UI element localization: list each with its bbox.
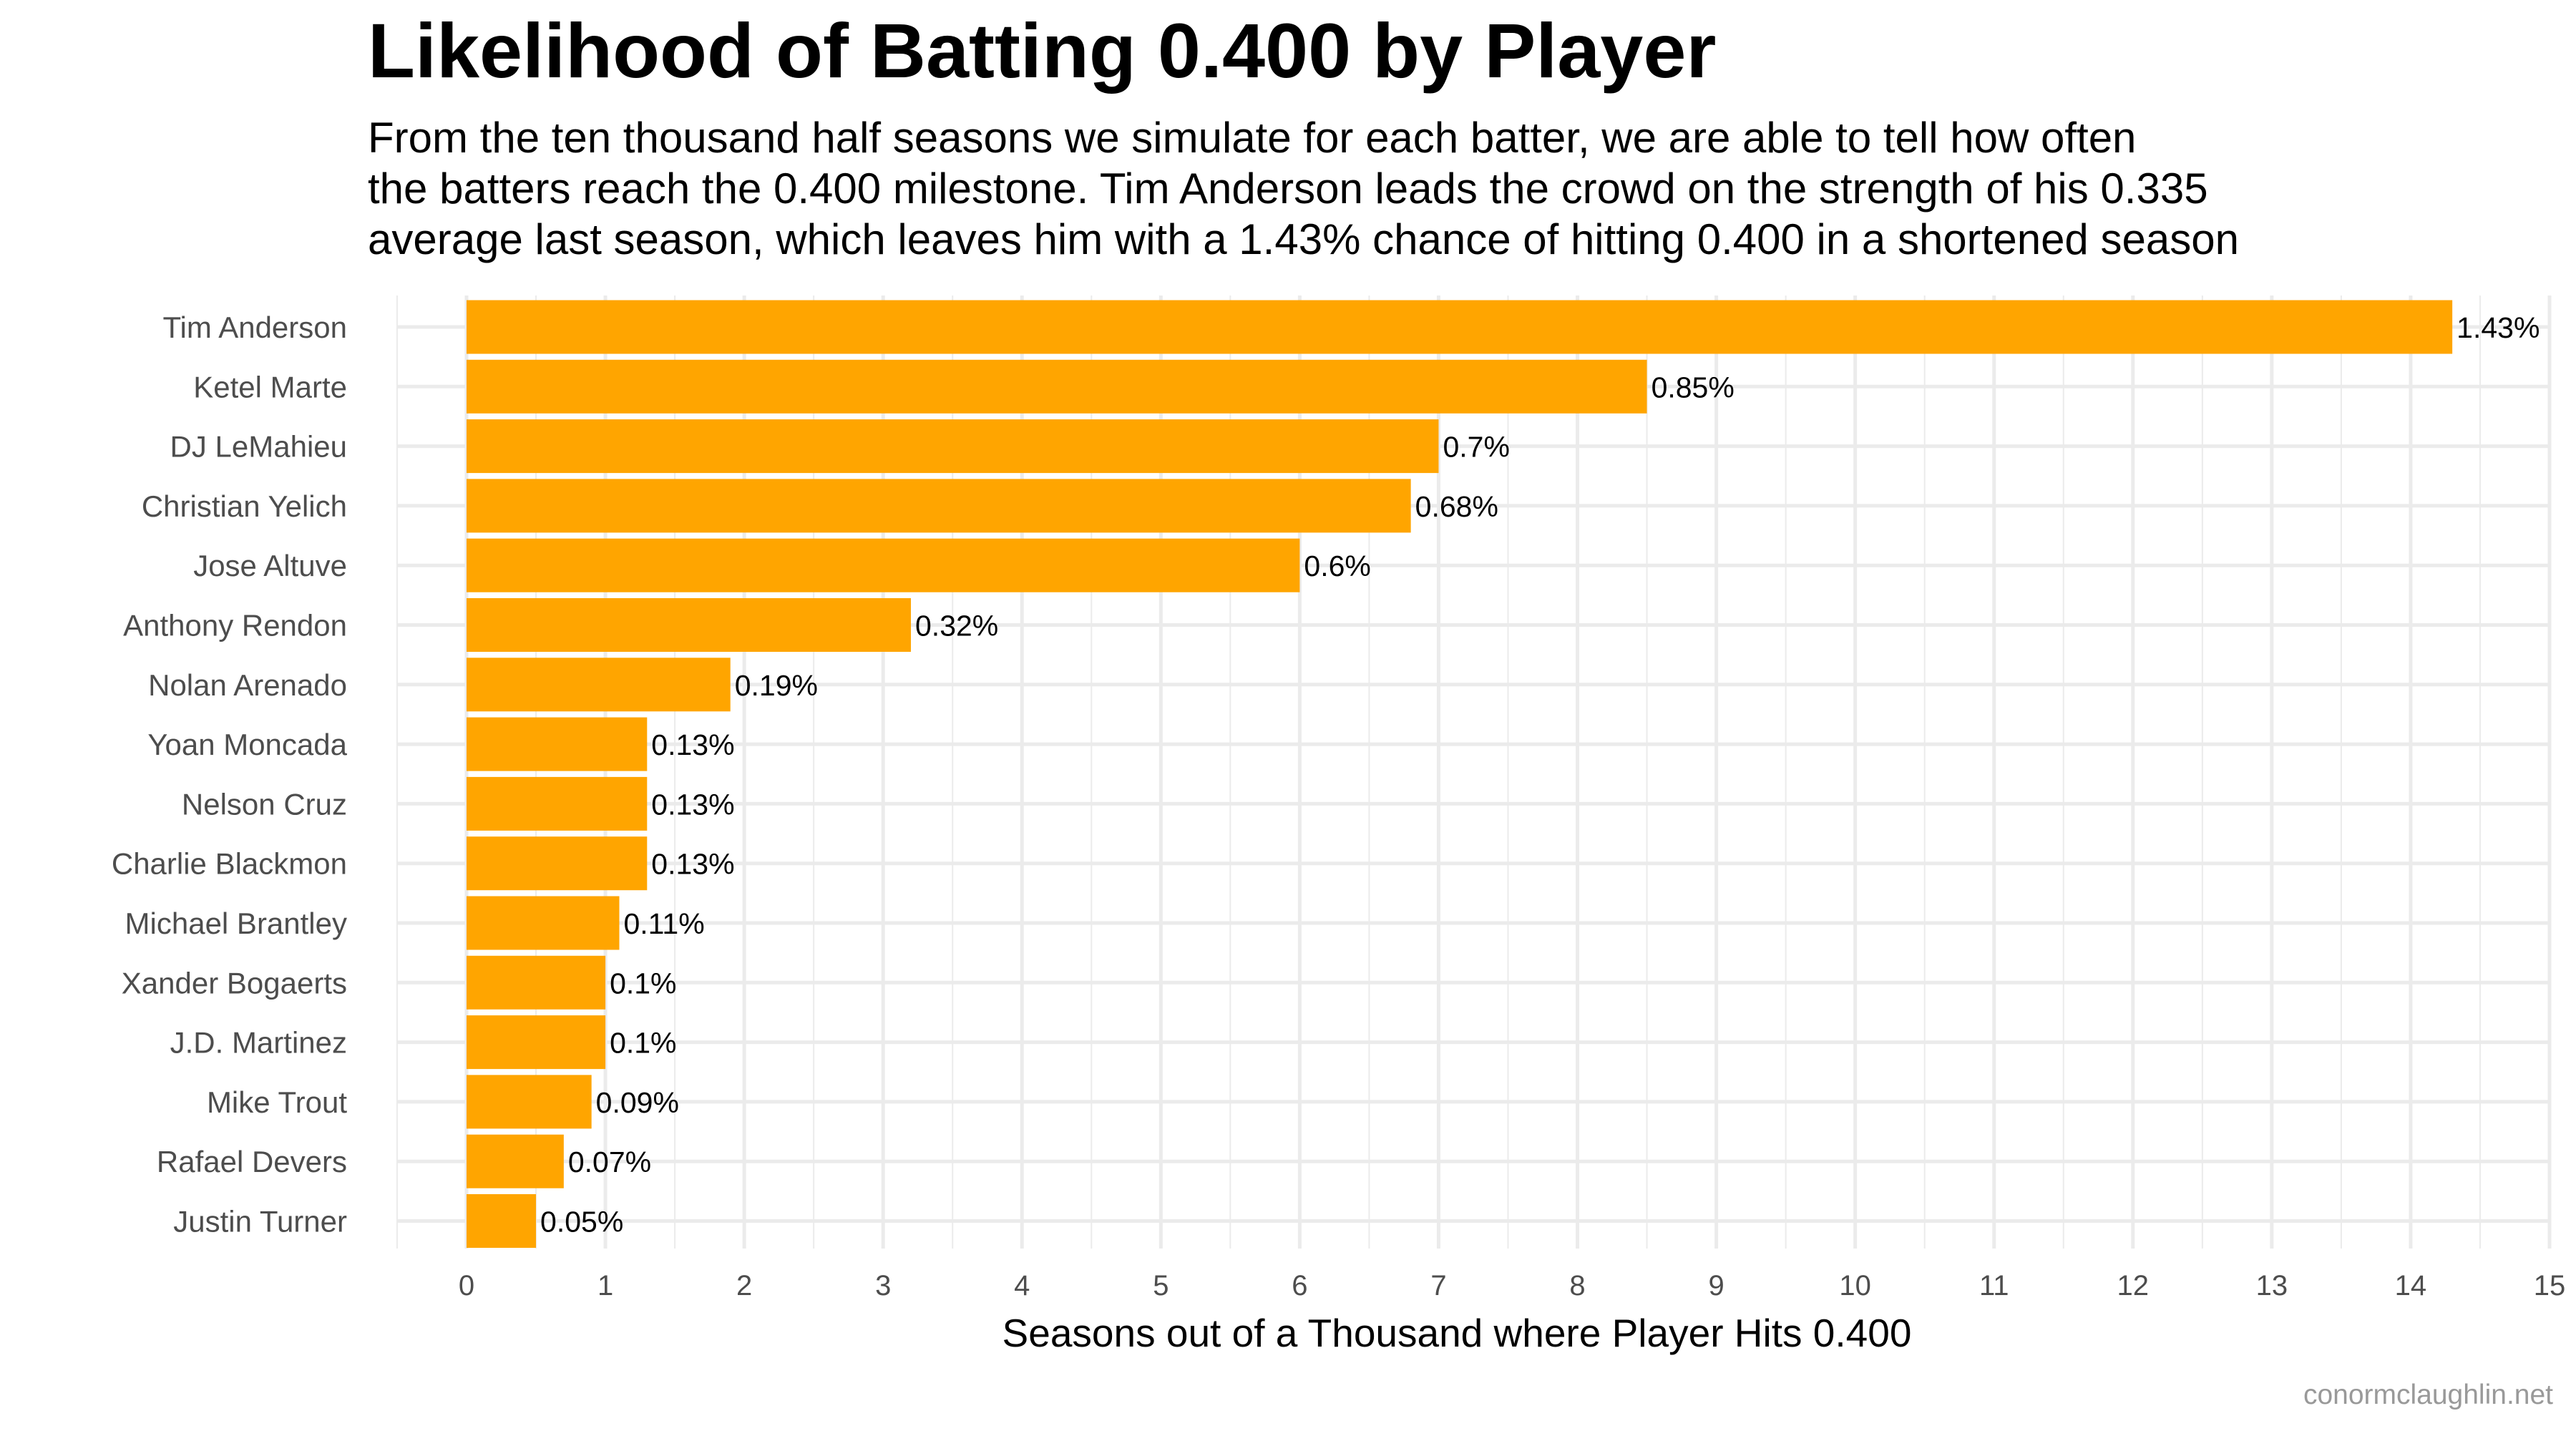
data-label: 0.13% <box>651 788 734 821</box>
data-label: 0.09% <box>596 1086 679 1119</box>
x-tick-label: 0 <box>459 1270 474 1301</box>
x-tick-label: 13 <box>2256 1270 2288 1301</box>
x-tick-label: 15 <box>2534 1270 2566 1301</box>
bar <box>467 359 1647 414</box>
y-tick-label: DJ LeMahieu <box>170 430 347 464</box>
y-tick-label: Rafael Devers <box>157 1145 347 1178</box>
bar <box>467 1015 606 1070</box>
x-tick-label: 4 <box>1014 1270 1030 1301</box>
bar <box>467 1134 564 1188</box>
bar <box>467 538 1300 592</box>
data-label: 0.32% <box>915 610 998 643</box>
y-tick-label: Christian Yelich <box>142 489 347 523</box>
chart-subtitle-line-1: From the ten thousand half seasons we si… <box>368 114 2136 162</box>
data-label: 0.7% <box>1443 431 1509 464</box>
y-tick-label: Nelson Cruz <box>182 787 347 821</box>
bar <box>467 598 912 652</box>
data-label: 0.13% <box>651 848 734 881</box>
bar <box>467 717 648 771</box>
data-label: 0.13% <box>651 728 734 761</box>
bar <box>467 776 648 831</box>
x-tick-label: 14 <box>2395 1270 2427 1301</box>
x-tick-label: 6 <box>1292 1270 1307 1301</box>
bar <box>467 836 648 891</box>
bar <box>467 1075 592 1129</box>
y-tick-label: Justin Turner <box>173 1205 347 1239</box>
bars <box>467 300 2453 1248</box>
data-label: 0.68% <box>1415 490 1498 523</box>
bar <box>467 479 1411 533</box>
bar <box>467 419 1439 474</box>
data-label: 0.1% <box>610 967 676 1000</box>
data-label: 0.07% <box>568 1146 651 1178</box>
bar <box>467 896 620 950</box>
bar <box>467 955 606 1010</box>
y-tick-label: Anthony Rendon <box>123 609 347 643</box>
data-label: 0.1% <box>610 1027 676 1060</box>
data-label: 1.43% <box>2457 311 2540 344</box>
y-tick-label: Ketel Marte <box>193 370 347 404</box>
y-tick-label: Mike Trout <box>207 1085 347 1119</box>
x-tick-label: 2 <box>736 1270 752 1301</box>
caption: conormclaughlin.net <box>2303 1379 2553 1410</box>
y-tick-label: Nolan Arenado <box>148 668 347 702</box>
bar <box>467 658 731 712</box>
x-tick-label: 9 <box>1708 1270 1724 1301</box>
chart-subtitle-line-3: average last season, which leaves him wi… <box>368 215 2239 263</box>
x-tick-label: 5 <box>1153 1270 1169 1301</box>
bar <box>467 1194 537 1248</box>
y-tick-label: Xander Bogaerts <box>122 966 347 1000</box>
x-tick-label: 3 <box>875 1270 891 1301</box>
data-label: 0.11% <box>623 907 704 940</box>
bar <box>467 300 2453 354</box>
y-tick-label: Charlie Blackmon <box>112 847 347 881</box>
data-label: 0.05% <box>540 1206 623 1239</box>
data-label: 0.85% <box>1652 371 1735 404</box>
gridlines <box>396 296 2552 1249</box>
y-tick-label: Tim Anderson <box>162 311 347 344</box>
chart-title: Likelihood of Batting 0.400 by Player <box>368 7 1716 94</box>
x-tick-label: 10 <box>1839 1270 1871 1301</box>
x-tick-label: 1 <box>597 1270 613 1301</box>
data-label: 0.19% <box>735 669 818 702</box>
x-tick-label: 7 <box>1430 1270 1446 1301</box>
data-label: 0.6% <box>1304 550 1370 582</box>
x-tick-label: 8 <box>1569 1270 1585 1301</box>
chart-subtitle-line-2: the batters reach the 0.400 milestone. T… <box>368 165 2208 213</box>
y-tick-label: Jose Altuve <box>193 549 347 582</box>
x-tick-label: 11 <box>1979 1270 2009 1301</box>
x-axis-title: Seasons out of a Thousand where Player H… <box>1002 1311 1912 1355</box>
y-tick-label: Michael Brantley <box>125 907 347 940</box>
y-tick-label: Yoan Moncada <box>147 728 347 761</box>
x-tick-label: 12 <box>2117 1270 2150 1301</box>
y-tick-label: J.D. Martinez <box>170 1026 347 1060</box>
